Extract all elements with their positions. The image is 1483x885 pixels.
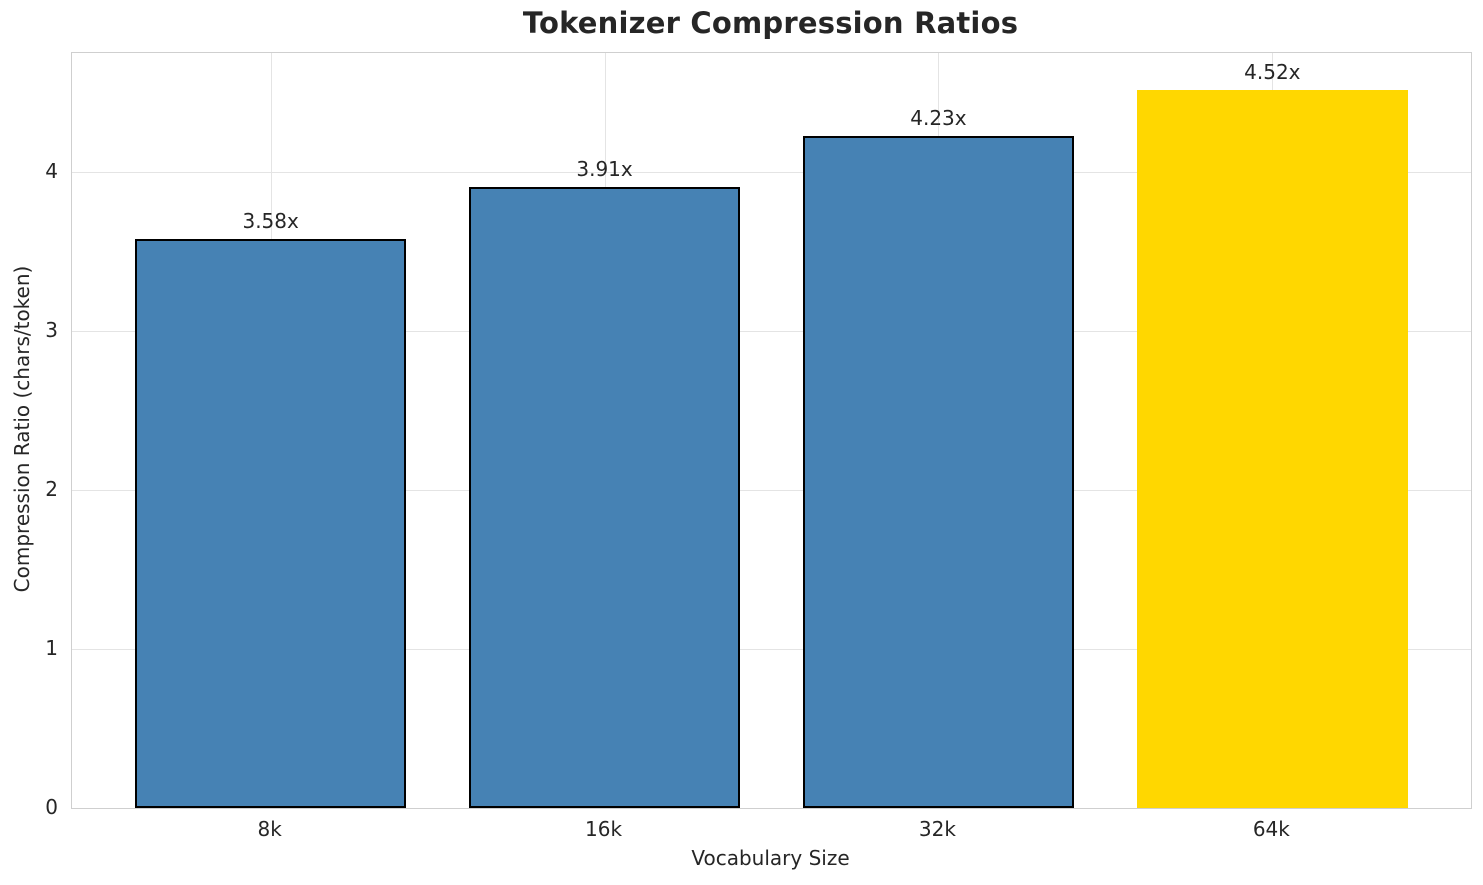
horizontal-gridline: [72, 331, 1471, 333]
y-tick-label: 1: [45, 636, 58, 661]
horizontal-gridline: [72, 490, 1471, 492]
bar-value-label: 3.91x: [576, 156, 633, 181]
x-tick-label: 32k: [918, 817, 956, 841]
bar-32k: [803, 135, 1074, 808]
bar-16k: [469, 186, 740, 808]
y-tick-label: 2: [45, 477, 58, 502]
x-axis-label: Vocabulary Size: [691, 846, 850, 870]
y-tick-label: 0: [45, 795, 58, 819]
y-tick-label: 3: [45, 318, 58, 343]
horizontal-gridline: [72, 649, 1471, 651]
x-tick-label: 8k: [257, 817, 282, 841]
x-tick-label: 16k: [585, 817, 623, 841]
bar-8k: [135, 238, 406, 808]
bar-value-label: 4.52x: [1244, 59, 1301, 84]
bar-value-label: 3.58x: [242, 208, 299, 233]
bar-64k: [1137, 89, 1408, 808]
chart-title: Tokenizer Compression Ratios: [522, 6, 1019, 40]
plot-area: 3.58x 3.91x 4.23x 4.52x: [71, 52, 1472, 809]
y-tick-label: 4: [45, 159, 58, 184]
horizontal-gridline: [72, 172, 1471, 174]
bar-value-label: 4.23x: [910, 105, 967, 130]
y-axis-label: Compression Ratio (chars/token): [10, 265, 34, 593]
x-tick-label: 64k: [1252, 817, 1290, 841]
